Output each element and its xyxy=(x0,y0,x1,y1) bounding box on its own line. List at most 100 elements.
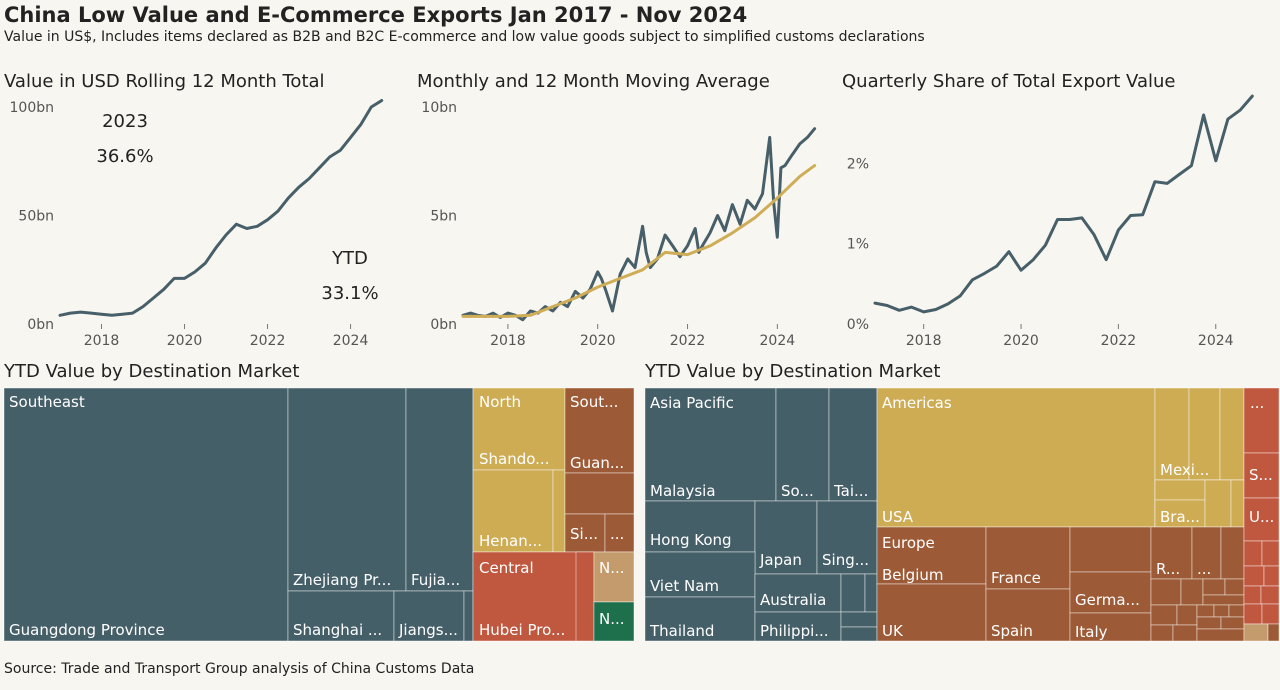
y-tick-label: 5bn xyxy=(430,209,457,225)
label-japan: Japan xyxy=(759,551,802,569)
cell-teal-a xyxy=(840,573,866,613)
cell-brown-small xyxy=(1196,628,1245,642)
cell-shandong xyxy=(472,469,554,553)
cell-central xyxy=(472,551,595,642)
x-tick-label: 2020 xyxy=(1003,333,1039,349)
treemap-regions: Southeast Guangdong Province Zhejiang Pr..… xyxy=(3,387,635,642)
cell-brown-small xyxy=(1196,604,1215,618)
cell-red-small xyxy=(1243,565,1265,587)
panel-title-monthly: Monthly and 12 Month Moving Average xyxy=(417,71,770,92)
cell-malaysia xyxy=(644,387,777,502)
cell-brown-a xyxy=(1069,526,1152,573)
cell-south xyxy=(564,387,635,474)
y-tick-label: 50bn xyxy=(18,209,54,225)
label-zhejiang: Zhejiang Pr... xyxy=(293,571,391,589)
label-north: North xyxy=(479,393,521,411)
x-tick-label: 2018 xyxy=(490,333,526,349)
cell-guangxi xyxy=(564,472,635,515)
label-brown-more: ... xyxy=(610,525,624,543)
label-southeast: Southeast xyxy=(9,393,85,411)
y-tick-label: 0bn xyxy=(27,317,54,333)
x-tick-label: 2024 xyxy=(760,333,796,349)
cell-brown-c xyxy=(1220,526,1245,580)
label-belgium: Belgium xyxy=(882,566,944,584)
series-line xyxy=(58,99,384,317)
cell-australia xyxy=(754,573,842,613)
label-guangxi: Guan... xyxy=(570,454,624,472)
cell-brown-small xyxy=(1150,578,1182,606)
cell-northeast xyxy=(593,601,635,642)
cell-singapore xyxy=(816,500,878,575)
cell-red-a xyxy=(1243,387,1280,454)
label-germany: Germa... xyxy=(1075,591,1140,609)
cell-brown-small xyxy=(1196,616,1222,630)
source-note: Source: Trade and Transport Group analys… xyxy=(4,661,475,677)
cell-south-korea xyxy=(775,387,830,502)
label-shandong: Shando... xyxy=(479,450,549,468)
cell-teal-c xyxy=(840,611,878,628)
cell-zhejiang xyxy=(287,387,407,592)
page-subtitle: Value in US$, Includes items declared as… xyxy=(4,29,925,45)
y-tick-label: 1% xyxy=(847,237,869,253)
label-jiangsu: Jiangs... xyxy=(398,621,458,639)
x-tick-label: 2022 xyxy=(250,333,286,349)
cell-gold-d xyxy=(1204,479,1232,528)
cell-brown-tiny xyxy=(1267,623,1280,642)
cell-brown-small xyxy=(1202,594,1245,606)
cell-gold-b xyxy=(1188,387,1221,481)
cell-thailand xyxy=(644,596,756,642)
cell-shanghai xyxy=(287,590,395,642)
label-hong-kong: Hong Kong xyxy=(650,531,732,549)
cell-brown-small xyxy=(1150,604,1178,626)
cell-mexico xyxy=(1154,479,1206,501)
label-northeast: N... xyxy=(599,610,625,628)
y-tick-label: 10bn xyxy=(421,100,457,116)
label-south-korea: So... xyxy=(781,482,814,500)
y-tick-label: 100bn xyxy=(10,100,54,116)
panel-title-treemap-destinations: YTD Value by Destination Market xyxy=(644,361,940,382)
line-chart-1: 0bn 5bn 10bn 2018 2020 2022 2024 xyxy=(421,100,817,349)
x-tick-label: 2018 xyxy=(906,333,942,349)
panel-title-treemap-regions: YTD Value by Destination Market xyxy=(3,361,299,382)
cell-brown-small xyxy=(604,513,635,553)
cell-viet-nam xyxy=(644,551,756,598)
x-tick-label: 2018 xyxy=(84,333,120,349)
label-europe: Europe xyxy=(882,534,935,552)
panel-title-rolling: Value in USD Rolling 12 Month Total xyxy=(4,71,325,92)
annotation-ytd-label: YTD xyxy=(331,248,368,269)
annotation-year-label: 2023 xyxy=(102,111,148,132)
y-tick-label: 0bn xyxy=(430,317,457,333)
label-central: Central xyxy=(479,559,534,577)
cell-gold-small xyxy=(552,469,566,553)
label-thailand: Thailand xyxy=(649,622,714,640)
cell-red-small xyxy=(1260,585,1280,605)
cell-hong-kong xyxy=(644,500,756,553)
label-fujian: Fujia... xyxy=(411,571,460,589)
cell-red-small xyxy=(1263,565,1280,587)
label-france: France xyxy=(991,569,1041,587)
line-chart-0: 0bn 50bn 100bn 2018 2020 2022 2024 xyxy=(10,99,384,349)
x-tick-label: 2022 xyxy=(670,333,706,349)
series-line xyxy=(873,94,1254,314)
label-americas: Americas xyxy=(882,394,952,412)
label-uae: U... xyxy=(1249,508,1274,526)
label-other-region: ... xyxy=(1250,394,1264,412)
cell-gold-a xyxy=(1154,387,1190,481)
cell-brown-small xyxy=(1150,624,1174,642)
label-south: Sout... xyxy=(570,393,618,411)
cell-brown-small xyxy=(1176,604,1198,626)
cell-brown-small xyxy=(1172,624,1198,642)
label-spain: Spain xyxy=(991,622,1033,640)
cell-red-small xyxy=(1261,603,1280,625)
label-russia: R... xyxy=(1156,560,1180,578)
line-charts: 0bn 50bn 100bn 2018 2020 2022 2024 0bn 5bn 10bn 20… xyxy=(10,94,1254,349)
cell-italy xyxy=(1069,612,1152,642)
cell-brown-small xyxy=(1228,604,1245,618)
label-henan: Henan... xyxy=(479,532,542,550)
label-singapore: Sing... xyxy=(822,551,869,569)
cell-brazil xyxy=(1154,499,1206,528)
cell-jiangsu xyxy=(393,590,465,642)
cell-red-b xyxy=(1243,452,1280,499)
label-usa: USA xyxy=(882,508,914,526)
annotation-year-value: 36.6% xyxy=(96,146,153,167)
